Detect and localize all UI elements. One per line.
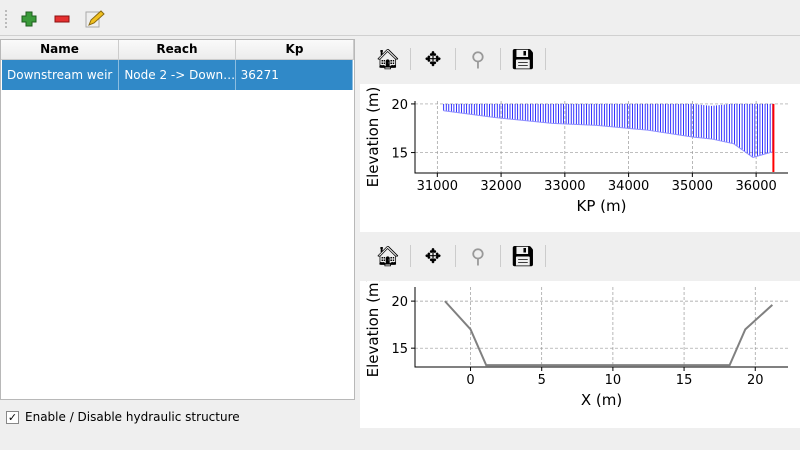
x-tick-label: 36000	[735, 179, 776, 194]
column-header-kp[interactable]: Kp	[236, 40, 354, 59]
y-axis-label: Elevation (m)	[364, 87, 382, 188]
x-axis-label: X (m)	[581, 391, 622, 409]
x-tick-label: 31000	[417, 179, 458, 194]
enable-structure-checkbox[interactable]: ✓ Enable / Disable hydraulic structure	[6, 410, 240, 424]
bed-line	[443, 110, 774, 158]
save-icon[interactable]: 💾︎	[510, 47, 536, 71]
column-header-reach[interactable]: Reach	[119, 40, 236, 59]
main-toolbar	[0, 0, 800, 36]
x-tick-label: 5	[538, 373, 546, 388]
x-tick-label: 0	[466, 373, 474, 388]
home-icon[interactable]: 🏠︎	[375, 47, 401, 71]
cell-reach[interactable]: Node 2 -> Down…	[119, 60, 236, 90]
structures-table: Name Reach Kp Downstream weir Node 2 -> …	[0, 39, 355, 400]
x-tick-label: 35000	[672, 179, 713, 194]
save-icon[interactable]: 💾︎	[510, 244, 536, 268]
x-tick-label: 10	[605, 373, 622, 388]
add-icon[interactable]	[18, 8, 40, 30]
axes-spines	[414, 101, 788, 174]
pan-icon[interactable]: ✥	[424, 244, 442, 268]
pan-icon[interactable]: ✥	[424, 47, 442, 71]
toolbar-grip[interactable]	[5, 10, 8, 28]
zoom-icon[interactable]: ⚲	[470, 244, 486, 268]
table-row[interactable]: Downstream weir Node 2 -> Down… 36271	[2, 60, 353, 90]
x-tick-label: 20	[747, 373, 764, 388]
table-header: Name Reach Kp	[1, 40, 354, 60]
edit-icon[interactable]	[83, 8, 105, 30]
x-tick-label: 32000	[480, 179, 521, 194]
cross-section-plot: 0 5 10 15 20 15 20 X (m) Elevation (m)	[360, 277, 800, 428]
y-tick-label: 15	[391, 147, 408, 162]
plot2-toolbar: 🏠︎ ✥ ⚲ 💾︎	[360, 236, 800, 276]
zoom-icon[interactable]: ⚲	[470, 47, 486, 71]
remove-icon[interactable]	[51, 8, 73, 30]
axes-spines	[414, 287, 788, 368]
x-tick-label: 15	[676, 373, 693, 388]
home-icon[interactable]: 🏠︎	[375, 244, 401, 268]
y-tick-label: 20	[391, 98, 408, 113]
checkbox-label: Enable / Disable hydraulic structure	[25, 410, 240, 424]
y-axis-label: Elevation (m)	[364, 281, 382, 377]
y-tick-label: 20	[391, 295, 408, 310]
y-tick-label: 15	[391, 342, 408, 357]
x-axis-label: KP (m)	[577, 197, 627, 215]
x-tick-label: 33000	[544, 179, 585, 194]
longitudinal-profile-plot: 31000 32000 33000 34000 35000 36000 15 20 KP (m)…	[360, 84, 800, 232]
cross-section-line	[444, 300, 774, 367]
column-header-name[interactable]: Name	[1, 40, 119, 59]
checkbox-mark[interactable]: ✓	[6, 410, 19, 424]
x-tick-label: 34000	[608, 179, 649, 194]
cell-name[interactable]: Downstream weir	[2, 60, 120, 90]
plot1-toolbar: 🏠︎ ✥ ⚲ 💾︎	[360, 39, 800, 79]
cell-kp[interactable]: 36271	[236, 60, 353, 90]
